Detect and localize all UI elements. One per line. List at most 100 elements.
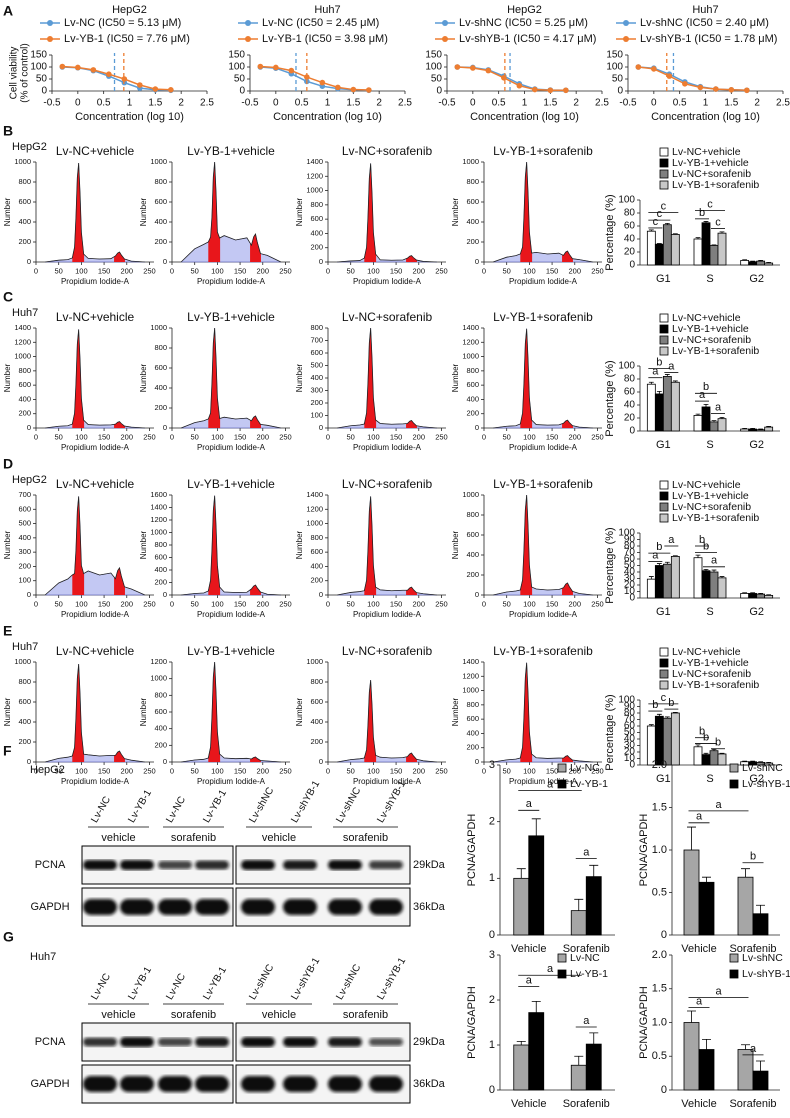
lane-label: Lv-shYB-1: [289, 779, 322, 825]
blot-band: [283, 860, 317, 870]
x-tick-label: 50: [503, 599, 511, 608]
error-bar: [703, 752, 709, 755]
x-tick-label: 0: [34, 432, 38, 441]
peak-fill: [364, 680, 417, 762]
y-tick-label: 1000: [150, 323, 167, 332]
legend-swatch: [659, 313, 669, 323]
legend-label: Lv-YB-1+vehicle: [672, 323, 749, 335]
blot-band: [195, 899, 229, 915]
panel-letter: F: [3, 743, 12, 759]
error-bar: [741, 868, 750, 878]
x-axis-label: Propidium Iodide-A: [197, 777, 266, 786]
significance-label: b: [703, 731, 709, 743]
x-tick-label: 100: [75, 266, 88, 275]
y-tick-label: 0: [629, 593, 635, 604]
y-tick-label: 0: [489, 929, 495, 941]
y-tick-label: 40: [624, 400, 636, 411]
blot-band: [158, 1037, 192, 1047]
bar: [646, 383, 656, 432]
y-tick-label: 200: [154, 237, 167, 246]
x-tick-label: 1.5: [543, 98, 557, 109]
x-tick-label: 0: [34, 766, 38, 775]
x-tick-label: 0: [482, 266, 486, 275]
error-bar: [589, 864, 599, 877]
peak-fill: [520, 328, 573, 428]
legend-swatch: [659, 680, 669, 690]
x-tick-label: -0.5: [241, 98, 259, 109]
significance-label: b: [703, 540, 709, 552]
x-tick-label: G2: [749, 773, 764, 785]
legend-label: Lv-YB-1 (IC50 = 3.98 μM): [262, 33, 388, 45]
bar: [717, 753, 727, 766]
histogram-curve: [180, 161, 282, 263]
data-point: [75, 64, 81, 71]
significance-label: c: [715, 217, 721, 229]
y-tick-label: 1200: [150, 657, 167, 666]
x-tick-label: 0: [170, 266, 174, 275]
x-tick-label: 150: [546, 766, 559, 775]
x-tick-label: 150: [98, 266, 111, 275]
group-label: vehicle: [101, 832, 135, 844]
x-tick-label: 200: [569, 766, 582, 775]
chart-title: Lv-NC+sorafenib: [342, 144, 433, 158]
y-tick-label: 100: [30, 62, 47, 73]
peak-fill: [208, 495, 261, 595]
chart-title: Lv-YB-1+sorafenib: [493, 144, 593, 158]
y-tick-label: 200: [154, 403, 167, 412]
error-bar: [695, 744, 701, 747]
y-axis-label: PCNA/GAPDH: [466, 986, 478, 1059]
error-bar: [656, 243, 662, 245]
bar: [698, 1049, 715, 1091]
y-axis-label: Number: [451, 197, 460, 226]
x-tick-label: 200: [569, 432, 582, 441]
s-phase-fill: [45, 663, 145, 763]
y-tick-label: 0: [41, 86, 47, 97]
data-point: [713, 86, 719, 92]
peak-fill: [208, 662, 261, 762]
x-tick-label: 2.5: [398, 98, 412, 109]
legend-marker: [442, 36, 448, 42]
y-tick-label: 600: [466, 197, 479, 206]
y-tick-label: 150: [228, 50, 245, 61]
legend-label: Lv-YB-1+vehicle: [672, 657, 749, 669]
error-bar: [648, 576, 654, 580]
histogram-curve: [337, 327, 437, 429]
data-point: [59, 63, 66, 70]
chart-title: HepG2: [507, 4, 542, 16]
bar: [701, 570, 711, 599]
y-axis-label: Number: [3, 197, 12, 226]
lane-label: Lv-NC: [89, 795, 113, 825]
x-tick-label: G2: [749, 273, 764, 285]
y-tick-label: 400: [18, 217, 31, 226]
blot-band: [283, 1037, 317, 1047]
data-point: [288, 67, 295, 74]
bar: [748, 593, 758, 599]
y-axis-label: PCNA/GAPDH: [638, 814, 650, 887]
legend-label: Lv-shYB-1: [742, 778, 790, 790]
bar: [513, 1044, 530, 1091]
error-bar: [656, 563, 662, 566]
y-tick-label: 1.0: [652, 844, 667, 856]
x-tick-label: 1: [703, 98, 709, 109]
x-tick-label: 2.5: [776, 98, 790, 109]
data-point: [501, 75, 507, 81]
data-point: [516, 82, 523, 89]
s-phase-fill: [337, 496, 437, 596]
error-bar: [648, 229, 654, 232]
error-bar: [758, 593, 764, 595]
histogram-curve: [337, 496, 437, 596]
y-tick-label: 1200: [14, 337, 31, 346]
x-tick-label: 200: [413, 766, 426, 775]
blot-band: [158, 860, 192, 870]
x-tick-label: 250: [143, 599, 156, 608]
y-tick-label: 40: [624, 567, 636, 578]
y-axis-label: Number: [295, 363, 304, 392]
s-phase-fill: [45, 162, 145, 263]
peak-fill: [72, 329, 125, 428]
y-tick-label: 100: [228, 62, 245, 73]
y-tick-label: 400: [310, 561, 323, 570]
x-tick-label: 200: [257, 599, 270, 608]
y-tick-label: 1400: [306, 157, 323, 166]
y-tick-label: 0: [629, 260, 635, 271]
